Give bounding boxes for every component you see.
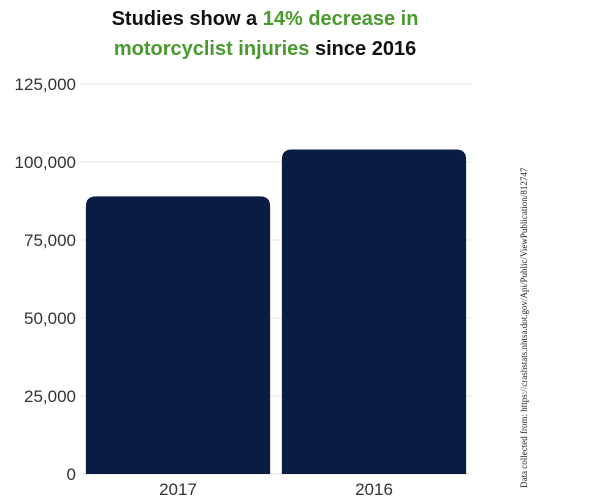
x-axis-ticks: 2017 2016: [159, 480, 393, 499]
y-tick-label: 0: [67, 465, 76, 484]
x-tick-label: 2017: [159, 480, 197, 499]
source-note: Data collected from: https://crashstats.…: [519, 167, 529, 488]
title-part-4: since 2016: [309, 38, 417, 60]
bar-2016: [281, 149, 467, 474]
y-tick-label: 25,000: [24, 387, 76, 406]
title-part-2: 14% decrease in: [262, 8, 419, 30]
y-tick-label: 75,000: [24, 231, 76, 250]
bar-2017: [85, 196, 271, 474]
x-tick-label: 2016: [355, 480, 393, 499]
title-part-3: motorcyclist injuries: [113, 38, 310, 60]
bars: [85, 149, 467, 474]
y-tick-label: 50,000: [24, 309, 76, 328]
y-tick-label: 125,000: [15, 75, 76, 94]
title-part-1: Studies show a: [111, 8, 263, 30]
chart-title: Studies show a 14% decrease in motorcycli…: [60, 4, 470, 64]
y-axis-ticks: 0 25,000 50,000 75,000 100,000 125,000: [15, 75, 76, 484]
y-tick-label: 100,000: [15, 153, 76, 172]
